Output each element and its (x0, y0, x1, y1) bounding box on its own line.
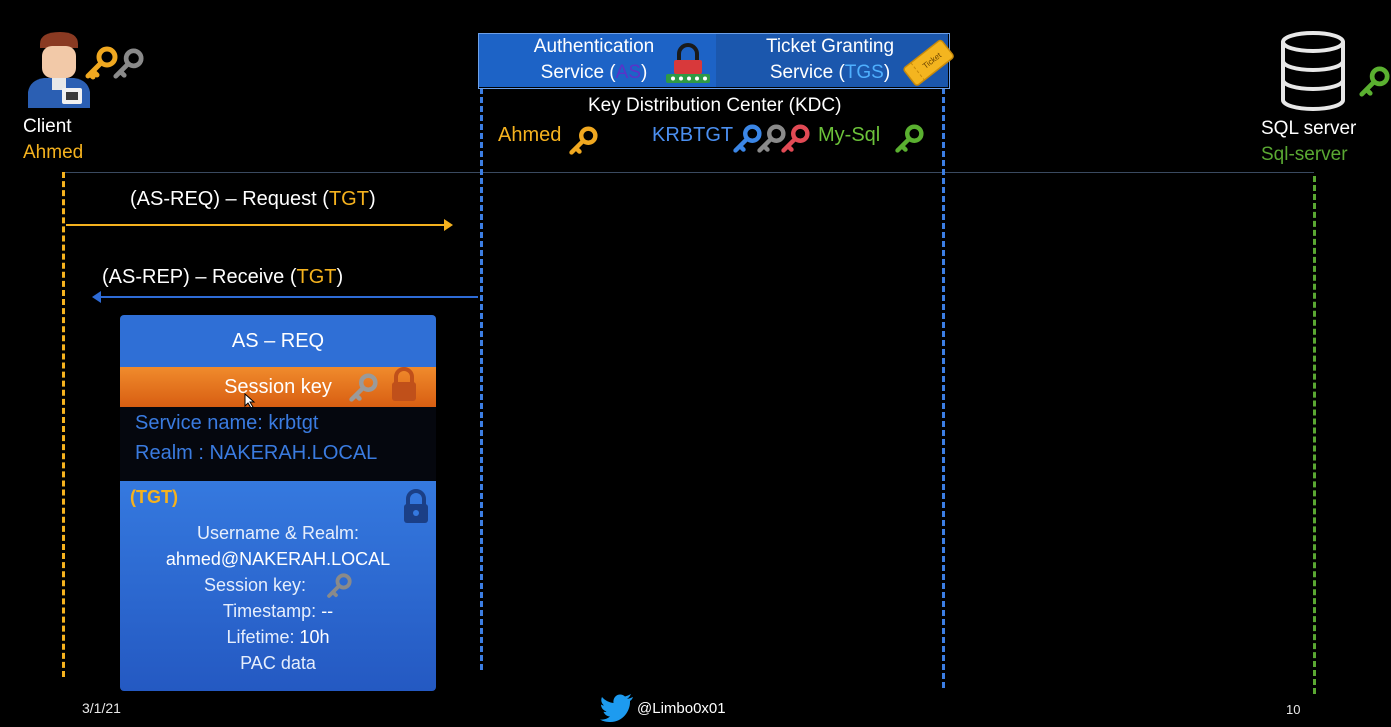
as-rep-arrowhead (92, 291, 101, 303)
tgt-timestamp: Timestamp: -- (222, 601, 334, 621)
client-lifeline (62, 172, 65, 677)
tgt-session-key: Session key: (204, 575, 307, 595)
grey-key-icon (112, 48, 144, 85)
sql-server-lifeline (1313, 176, 1316, 694)
client-title: Client (23, 116, 72, 137)
tgt-tag: (TGT) (130, 487, 178, 507)
client-name: Ahmed (23, 142, 84, 163)
as-req-arrowhead (444, 219, 453, 231)
as-label: Authentication Service (AS) (510, 34, 678, 86)
blue-key-icon (732, 124, 762, 159)
grey-key-icon (348, 373, 378, 408)
packet-service-name: Service name: krbtgt (135, 412, 319, 434)
tgs-label-line2: Service (TGS) (769, 62, 891, 83)
kdc-title: Key Distribution Center (KDC) (588, 95, 842, 116)
footer-handle: @Limbo0x01 (637, 700, 726, 717)
twitter-icon (600, 694, 634, 727)
tgs-label-line1: Ticket Granting (765, 36, 895, 57)
database-icon (1278, 30, 1348, 117)
as-req-arrow (66, 224, 446, 226)
packet-session-key-bar: Session key (120, 367, 436, 407)
gold-key-icon (568, 126, 598, 161)
as-label-line1: Authentication (533, 36, 655, 57)
gold-key-icon (84, 46, 118, 85)
packet-header: AS – REQ (120, 315, 436, 367)
footer-date: 3/1/21 (82, 700, 121, 716)
header-separator (62, 172, 1314, 173)
tgt-username-value: ahmed@NAKERAH.LOCAL (165, 549, 391, 569)
packet-session-key-label: Session key (224, 376, 332, 398)
as-rep-arrow (100, 296, 478, 298)
lock-icon (400, 489, 432, 530)
client-user-icon (26, 30, 92, 108)
kdc-key-mysql: My-Sql (818, 124, 881, 146)
green-key-icon (894, 124, 924, 159)
tgt-username-realm-label: Username & Realm: (196, 523, 360, 543)
tgt-lifetime: Lifetime: 10h (226, 627, 330, 647)
server-name: Sql-server (1261, 144, 1348, 165)
tgt-pac-data: PAC data (240, 653, 316, 673)
tgs-label: Ticket Granting Service (TGS) (744, 34, 916, 86)
packet-realm: Realm : NAKERAH.LOCAL (135, 442, 378, 464)
green-key-icon (1358, 66, 1390, 103)
grey-key-icon (756, 124, 786, 159)
as-req-packet-card: AS – REQ Session key Service name: krbtg… (120, 315, 436, 691)
lock-icon (388, 367, 420, 408)
tgs-lifeline (942, 88, 945, 688)
red-key-icon (780, 124, 810, 159)
server-title: SQL server (1261, 118, 1357, 139)
footer-page-number: 10 (1286, 702, 1301, 717)
ticket-icon: Ticket (900, 34, 956, 95)
kdc-key-krbtgt: KRBTGT (652, 124, 734, 146)
grey-key-icon (326, 573, 352, 604)
as-label-line2: Service (AS) (540, 62, 648, 83)
packet-body: Service name: krbtgt Realm : NAKERAH.LOC… (120, 407, 436, 481)
as-lifeline (480, 88, 483, 670)
tgt-section: (TGT) Username & Realm: ahmed@NAKERAH.LO… (120, 481, 436, 691)
kdc-key-ahmed: Ahmed (498, 124, 562, 146)
lock-icon (664, 42, 712, 89)
as-rep-message: (AS-REP) – Receive (TGT) (102, 266, 344, 288)
as-req-message: (AS-REQ) – Request (TGT) (130, 188, 376, 210)
